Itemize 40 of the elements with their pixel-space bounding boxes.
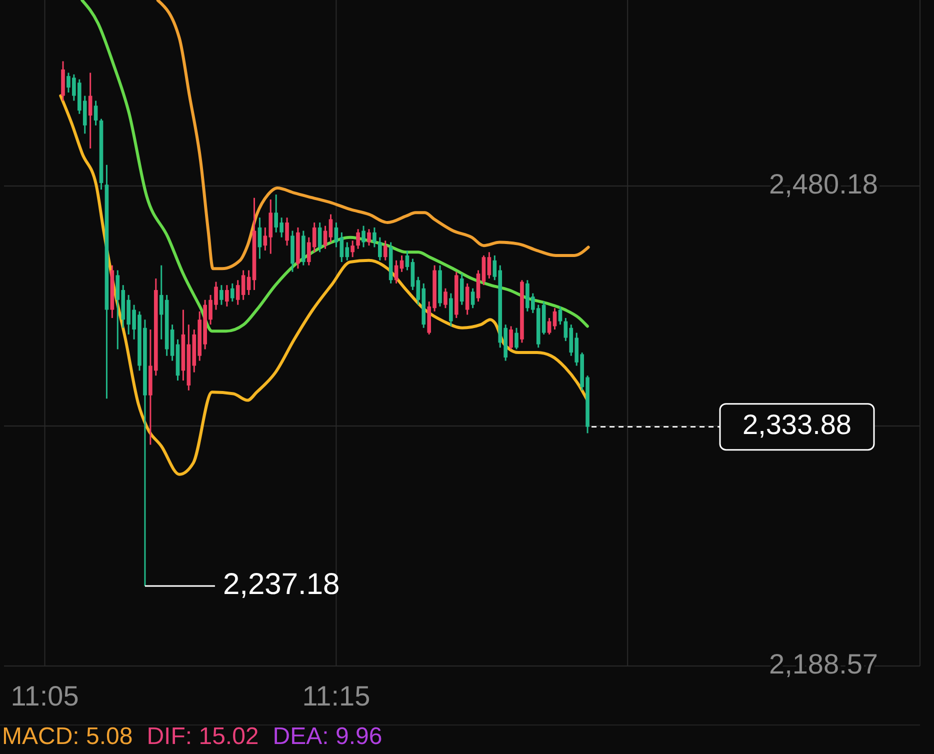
candlestick <box>362 225 366 248</box>
line-series <box>156 0 590 270</box>
ref-line-label: 2,333.88 <box>742 409 852 440</box>
candlestick <box>449 292 453 327</box>
candlestick <box>378 236 382 262</box>
candlestick <box>258 216 262 260</box>
candlestick <box>285 216 289 246</box>
candlestick <box>547 317 552 336</box>
candlestick <box>88 72 92 150</box>
candlestick <box>350 240 355 258</box>
y-tick-label: 2,188.57 <box>769 648 878 680</box>
candlestick <box>558 306 562 326</box>
candlestick <box>372 226 376 248</box>
candlestick <box>356 228 360 250</box>
annotation: 2,237.18 <box>222 568 340 601</box>
line-series <box>80 0 589 333</box>
candlestick <box>509 325 513 350</box>
candlestick <box>328 214 333 244</box>
candlestick <box>225 284 229 308</box>
candlestick <box>383 240 388 262</box>
candlestick <box>470 288 475 309</box>
x-tick-label: 11:15 <box>302 680 370 712</box>
candlestick <box>460 272 464 306</box>
candlestick <box>230 282 234 302</box>
candlestick <box>318 222 322 253</box>
candlestick <box>444 288 448 309</box>
candlestick <box>367 228 371 246</box>
candlestick <box>465 282 470 316</box>
text: DEA: 9.96 <box>272 723 382 750</box>
text: MACD: 5.08 <box>2 723 133 750</box>
candlestick <box>487 251 492 280</box>
candlestick <box>246 270 251 296</box>
candlestick <box>220 284 224 306</box>
candlestick <box>334 222 338 248</box>
text: DIF: 15.02 <box>146 723 259 750</box>
candlestick <box>405 250 410 272</box>
x-tick-label: 11:05 <box>10 680 79 712</box>
y-tick-label: 2,480.18 <box>769 168 878 200</box>
candlestick <box>94 100 98 126</box>
candlestick <box>514 327 518 350</box>
